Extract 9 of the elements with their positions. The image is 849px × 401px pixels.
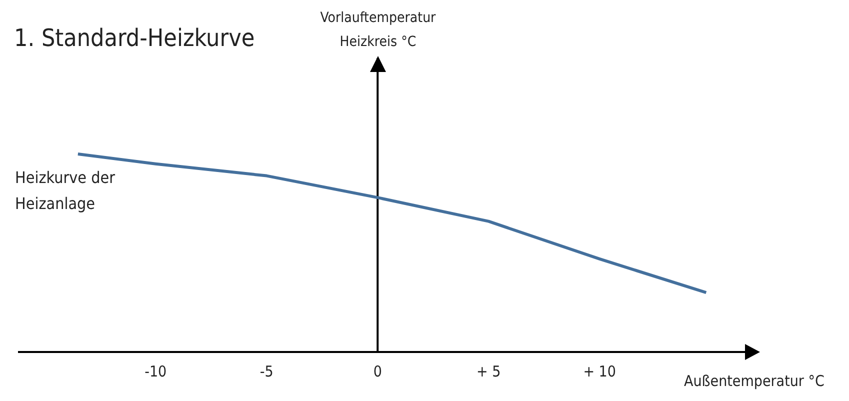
x-tick-label: 0 xyxy=(373,362,382,381)
text: Vorlauftemperatur Heizkreis °C xyxy=(319,9,437,52)
x-tick-label: -5 xyxy=(260,362,274,381)
x-axis-title: Außentemperatur °C xyxy=(684,372,824,390)
x-tick-label: + 10 xyxy=(583,362,616,381)
x-tick-label: + 5 xyxy=(476,362,501,381)
x-tick-label: -10 xyxy=(144,362,167,381)
chart-title: 1. Standard-Heizkurve xyxy=(14,24,255,52)
series-label: Heizkurve der Heizanlage xyxy=(15,167,116,215)
